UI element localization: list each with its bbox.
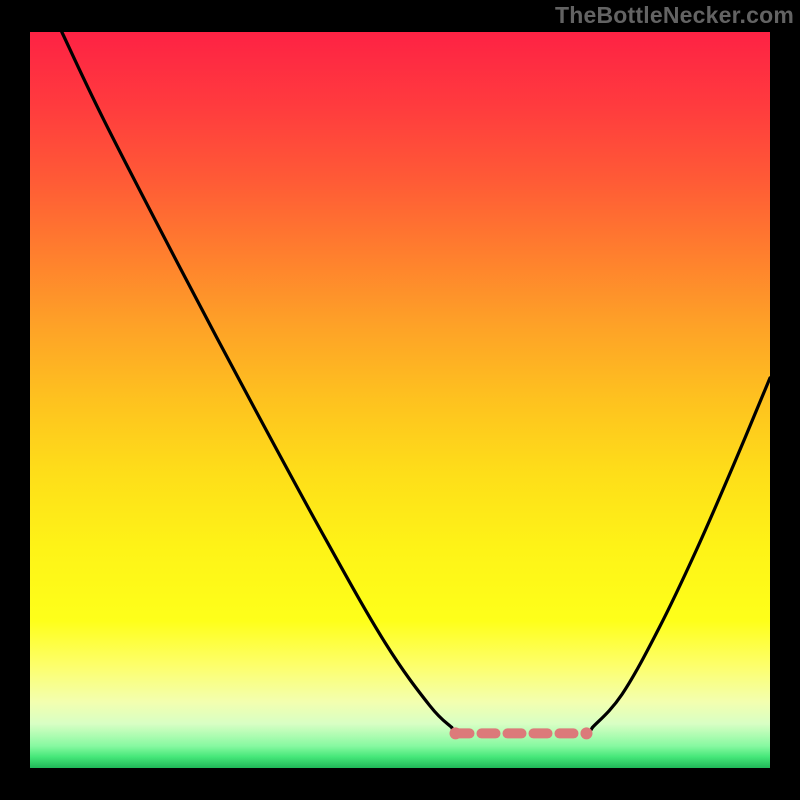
chart-container: TheBottleNecker.com xyxy=(0,0,800,800)
plot-area xyxy=(30,32,770,768)
attribution-label: TheBottleNecker.com xyxy=(555,2,794,29)
curve-left-branch xyxy=(62,32,452,728)
curve-right-branch xyxy=(592,378,770,728)
bottleneck-curve xyxy=(30,32,770,768)
